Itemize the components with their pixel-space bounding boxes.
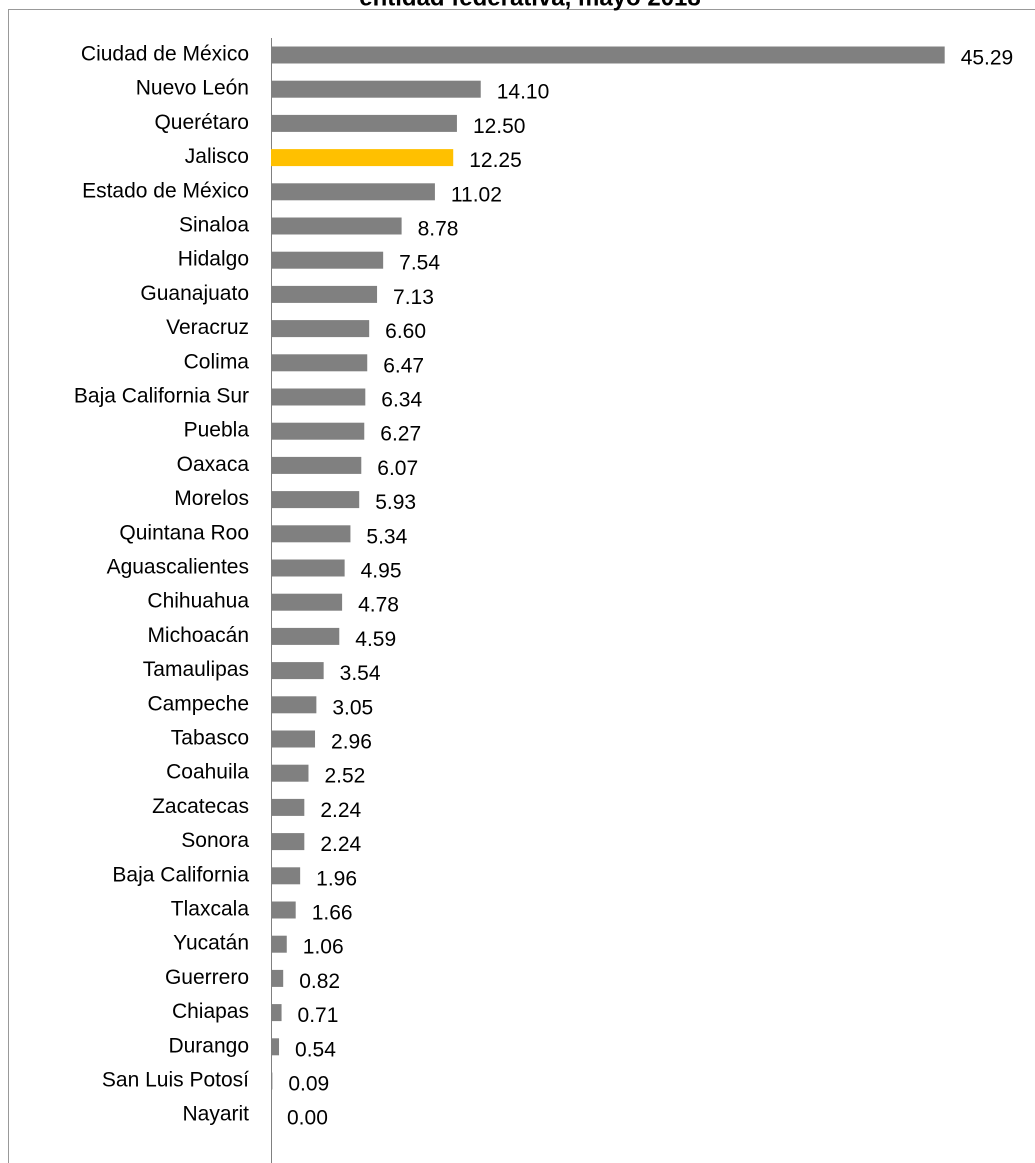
category-label: Puebla bbox=[184, 419, 250, 442]
bar bbox=[271, 969, 284, 987]
value-label: 7.13 bbox=[393, 286, 434, 309]
value-label: 6.47 bbox=[383, 354, 424, 377]
category-label: San Luis Potosí bbox=[102, 1069, 249, 1092]
value-label: 8.78 bbox=[418, 218, 459, 241]
value-label: 1.96 bbox=[316, 867, 357, 890]
value-label: 0.09 bbox=[288, 1073, 329, 1096]
value-label: 7.54 bbox=[399, 252, 440, 275]
bar bbox=[271, 730, 316, 748]
category-label: Chiapas bbox=[172, 1000, 249, 1023]
value-label: 4.95 bbox=[361, 560, 402, 583]
category-label: Zacatecas bbox=[152, 795, 249, 818]
category-label: Baja California Sur bbox=[74, 385, 249, 408]
category-label: Hidalgo bbox=[178, 248, 249, 271]
bar bbox=[271, 867, 301, 885]
category-label: Aguascalientes bbox=[107, 556, 249, 579]
bar bbox=[271, 80, 481, 98]
bar bbox=[271, 320, 370, 338]
value-label: 5.93 bbox=[375, 491, 416, 514]
value-label: 4.78 bbox=[358, 594, 399, 617]
category-label: Tlaxcala bbox=[171, 898, 250, 921]
value-label: 4.59 bbox=[355, 628, 396, 651]
value-label: 0.54 bbox=[295, 1038, 336, 1061]
value-label: 6.60 bbox=[385, 320, 426, 343]
bar bbox=[271, 559, 345, 577]
value-label: 11.02 bbox=[451, 183, 502, 206]
bar bbox=[271, 183, 435, 201]
value-label: 2.24 bbox=[320, 833, 361, 856]
category-label: Ciudad de México bbox=[81, 43, 249, 66]
value-label: 0.82 bbox=[299, 970, 340, 993]
category-label: Quintana Roo bbox=[119, 521, 249, 544]
bar bbox=[271, 696, 317, 714]
value-label: 0.71 bbox=[298, 1004, 339, 1027]
value-label: 2.52 bbox=[324, 765, 365, 788]
category-label: Coahuila bbox=[166, 761, 249, 784]
bar bbox=[271, 149, 454, 167]
bar bbox=[271, 456, 362, 474]
bar bbox=[271, 114, 457, 132]
category-label: Durango bbox=[168, 1034, 249, 1057]
value-label: 12.25 bbox=[469, 149, 522, 172]
bar bbox=[271, 491, 360, 509]
category-label: Veracruz bbox=[166, 316, 249, 339]
value-label: 3.54 bbox=[340, 662, 381, 685]
category-label: Chihuahua bbox=[147, 590, 249, 613]
category-label: Colima bbox=[184, 350, 250, 373]
category-label: Estado de México bbox=[82, 179, 249, 202]
bar bbox=[271, 1038, 280, 1056]
bar bbox=[271, 798, 305, 816]
bar bbox=[271, 764, 309, 782]
category-label: Oaxaca bbox=[177, 453, 250, 476]
value-label: 6.27 bbox=[380, 423, 421, 446]
category-label: Morelos bbox=[174, 487, 249, 510]
category-label: Querétaro bbox=[154, 111, 249, 134]
bar bbox=[271, 593, 343, 611]
bar bbox=[271, 251, 384, 269]
bar bbox=[271, 354, 368, 372]
category-label: Michoacán bbox=[147, 624, 249, 647]
value-label: 1.66 bbox=[312, 902, 353, 925]
bar bbox=[271, 935, 287, 953]
bar bbox=[271, 901, 296, 919]
bar bbox=[271, 46, 945, 64]
category-label: Sonora bbox=[181, 829, 249, 852]
value-label: 12.50 bbox=[473, 115, 526, 138]
category-label: Nuevo León bbox=[136, 77, 249, 100]
value-label: 45.29 bbox=[961, 47, 1014, 70]
value-label: 5.34 bbox=[366, 525, 407, 548]
value-label: 1.06 bbox=[303, 936, 344, 959]
chart-title: entidad federativa, mayo 2018 bbox=[359, 0, 700, 11]
category-label: Tamaulipas bbox=[143, 658, 249, 681]
category-label: Campeche bbox=[147, 692, 249, 715]
value-label: 14.10 bbox=[497, 81, 550, 104]
category-label: Tabasco bbox=[171, 727, 249, 750]
value-label: 2.24 bbox=[320, 799, 361, 822]
category-label: Yucatán bbox=[173, 932, 249, 955]
value-label: 3.05 bbox=[332, 696, 373, 719]
bar bbox=[271, 217, 402, 235]
value-label: 6.34 bbox=[381, 389, 422, 412]
category-label: Guerrero bbox=[165, 966, 249, 989]
value-label: 0.00 bbox=[287, 1107, 328, 1130]
bar bbox=[271, 833, 305, 851]
bar bbox=[271, 627, 340, 645]
category-label: Nayarit bbox=[182, 1103, 249, 1126]
bar bbox=[271, 1004, 282, 1022]
category-label: Guanajuato bbox=[140, 282, 249, 305]
category-label: Sinaloa bbox=[179, 214, 249, 237]
value-label: 6.07 bbox=[377, 457, 418, 480]
bar bbox=[271, 525, 351, 543]
category-label: Jalisco bbox=[185, 145, 249, 168]
value-label: 2.96 bbox=[331, 731, 372, 754]
bar bbox=[271, 285, 378, 303]
bar bbox=[271, 388, 366, 406]
bar bbox=[271, 1072, 273, 1090]
bar bbox=[271, 662, 324, 680]
bar bbox=[271, 422, 365, 440]
category-label: Baja California bbox=[112, 863, 249, 886]
title-background bbox=[260, 0, 800, 9]
